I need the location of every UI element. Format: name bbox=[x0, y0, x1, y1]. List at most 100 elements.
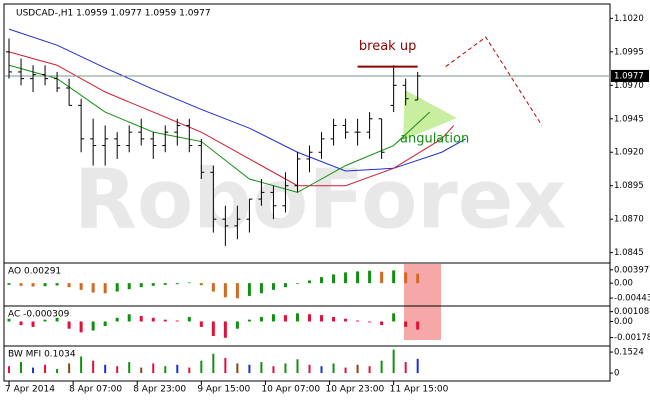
histogram-bar bbox=[199, 321, 203, 327]
histogram-bar bbox=[380, 271, 384, 284]
x-tick-label: 10 Apr 07:00 bbox=[261, 385, 320, 395]
histogram-bar bbox=[103, 321, 107, 326]
mfi-bar bbox=[20, 362, 23, 374]
histogram-bar bbox=[344, 318, 348, 322]
histogram-bar bbox=[55, 317, 59, 322]
angulation-zone bbox=[403, 90, 457, 140]
mfi-bar bbox=[320, 366, 323, 374]
histogram-bar bbox=[416, 273, 420, 284]
histogram-bar bbox=[320, 315, 324, 322]
histogram-bar bbox=[271, 314, 275, 322]
y-tick-label: -0.00443 bbox=[614, 294, 650, 304]
mfi-bar bbox=[44, 364, 47, 374]
mfi-bar bbox=[248, 364, 251, 374]
histogram-bar bbox=[31, 321, 35, 327]
histogram-bar bbox=[259, 316, 263, 322]
histogram-bar bbox=[43, 319, 47, 322]
histogram-bar bbox=[368, 321, 372, 323]
histogram-bar bbox=[308, 314, 312, 322]
y-tick-label: 0.00 bbox=[614, 279, 633, 289]
histogram-bar bbox=[247, 319, 251, 322]
histogram-bar bbox=[43, 283, 47, 287]
y-tick-label: 1.0870 bbox=[614, 215, 644, 225]
y-tick-label: 0 bbox=[614, 369, 619, 379]
panel-title: BW MFI 0.1034 bbox=[8, 350, 76, 360]
mfi-bar bbox=[404, 362, 407, 374]
mfi-bar bbox=[128, 362, 131, 374]
histogram-bar bbox=[175, 283, 179, 285]
histogram-bar bbox=[211, 321, 215, 336]
histogram-bar bbox=[175, 320, 179, 322]
histogram-bar bbox=[55, 283, 59, 286]
moving-average bbox=[8, 51, 455, 187]
y-tick-label: 1.0920 bbox=[614, 148, 644, 158]
mfi-bar bbox=[260, 362, 263, 374]
histogram-bar bbox=[91, 283, 95, 293]
y-tick-label: 1.0895 bbox=[614, 181, 644, 191]
x-tick-label: 7 Apr 2014 bbox=[5, 385, 55, 395]
x-tick-label: 8 Apr 23:00 bbox=[133, 385, 186, 395]
moving-average bbox=[8, 28, 467, 172]
histogram-bar bbox=[259, 283, 263, 294]
histogram-bar bbox=[283, 283, 287, 288]
mfi-bar bbox=[68, 363, 71, 374]
histogram-bar bbox=[235, 321, 239, 329]
mfi-bar bbox=[392, 349, 395, 374]
forecast-path bbox=[445, 36, 543, 126]
mfi-bar bbox=[92, 360, 95, 374]
moving-average bbox=[8, 64, 431, 193]
histogram-bar bbox=[127, 283, 131, 290]
histogram-bar bbox=[223, 321, 227, 338]
histogram-bar bbox=[416, 321, 420, 330]
y-tick-label: 1.0970 bbox=[614, 81, 644, 91]
chart-title: USDCAD-,H1 1.0959 1.0977 1.0959 1.0977 bbox=[16, 9, 211, 19]
mfi-bar bbox=[284, 363, 287, 374]
histogram-bar bbox=[19, 283, 23, 286]
panel-frame bbox=[3, 345, 611, 382]
histogram-bar bbox=[332, 274, 336, 284]
histogram-bar bbox=[356, 271, 360, 284]
mfi-bar bbox=[200, 360, 203, 374]
histogram-bar bbox=[211, 283, 215, 292]
histogram-bar bbox=[79, 321, 83, 333]
mfi-bar bbox=[164, 366, 167, 374]
y-tick-label: 0.00397 bbox=[614, 265, 649, 275]
watermark: RoboForex bbox=[74, 152, 566, 247]
histogram-bar bbox=[235, 283, 239, 299]
histogram-bar bbox=[404, 321, 408, 327]
histogram-bar bbox=[103, 283, 107, 294]
y-tick-label: 1.0995 bbox=[614, 47, 644, 57]
y-tick-label: 0.001087 bbox=[614, 307, 650, 317]
histogram-bar bbox=[332, 316, 336, 322]
mfi-bar bbox=[272, 366, 275, 374]
histogram-bar bbox=[404, 272, 408, 284]
histogram-bar bbox=[139, 283, 143, 288]
mfi-bar bbox=[116, 366, 119, 374]
histogram-bar bbox=[7, 318, 11, 322]
x-tick-label: 11 Apr 15:00 bbox=[390, 385, 449, 395]
histogram-bar bbox=[223, 283, 227, 298]
angulation-label: angulation bbox=[400, 132, 469, 147]
mfi-bar bbox=[188, 367, 191, 374]
panel-title: AC -0.000309 bbox=[8, 310, 70, 320]
y-tick-label: 1.0945 bbox=[614, 114, 644, 124]
mfi-bar bbox=[344, 367, 347, 374]
x-tick-label: 8 Apr 07:00 bbox=[69, 385, 122, 395]
mfi-bar bbox=[356, 364, 359, 374]
histogram-bar bbox=[368, 270, 372, 284]
x-tick-label: 9 Apr 15:00 bbox=[197, 385, 250, 395]
price-tag bbox=[611, 69, 649, 82]
mfi-bar bbox=[8, 366, 11, 374]
x-tick-label: 10 Apr 23:00 bbox=[326, 385, 385, 395]
histogram-bar bbox=[295, 283, 299, 284]
histogram-bar bbox=[79, 283, 83, 290]
histogram-bar bbox=[67, 321, 71, 329]
break-up-label: break up bbox=[359, 39, 416, 54]
histogram-bar bbox=[392, 313, 396, 322]
histogram-bar bbox=[199, 283, 203, 286]
histogram-bar bbox=[295, 313, 299, 322]
histogram-bar bbox=[163, 283, 167, 285]
